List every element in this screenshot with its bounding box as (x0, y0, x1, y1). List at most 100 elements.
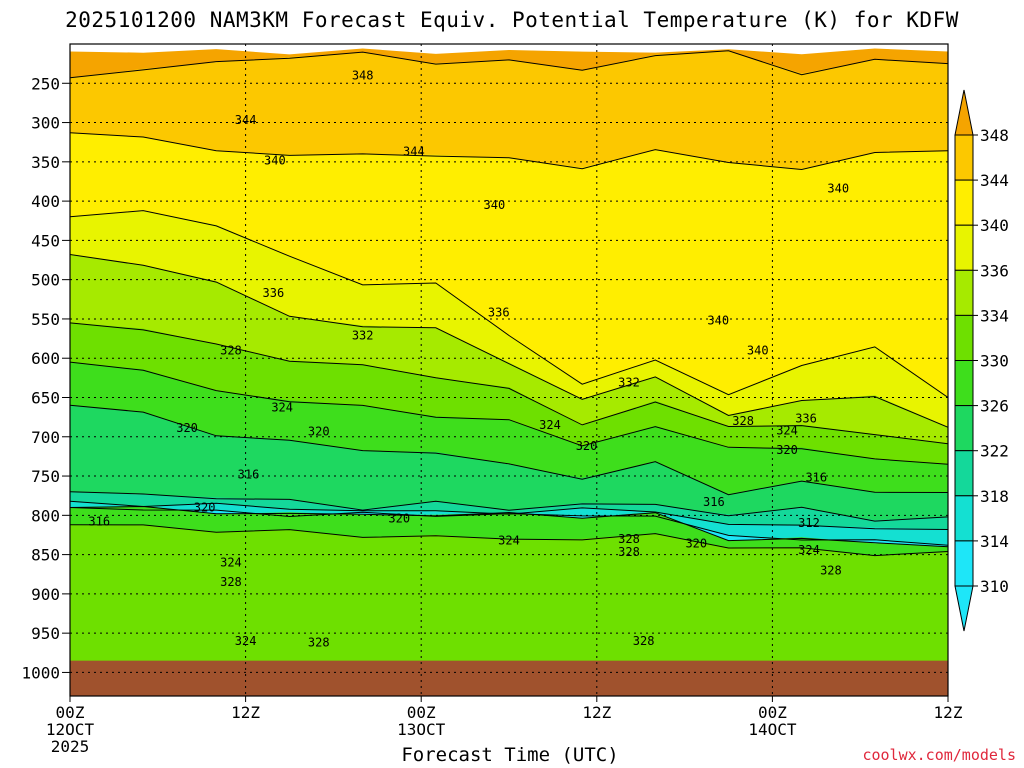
y-tick-label-650: 650 (31, 388, 60, 407)
y-tick-label-700: 700 (31, 428, 60, 447)
contour-label-18: 336 (795, 412, 817, 426)
contour-label-6: 336 (263, 286, 285, 300)
x-tick-label-48-0: 00Z (758, 703, 787, 722)
x-tick-label-0-2: 2025 (51, 737, 90, 756)
contour-label-31: 328 (618, 545, 640, 559)
grid-lines (69, 44, 949, 696)
contour-label-33: 324 (798, 543, 820, 557)
contour-label-11: 328 (220, 343, 242, 357)
contour-label-4: 340 (484, 198, 506, 212)
y-tick-label-900: 900 (31, 585, 60, 604)
colorbar-label-334: 334 (980, 306, 1009, 325)
contour-line-348-0 (70, 50, 948, 79)
contour-label-0: 348 (352, 68, 374, 82)
contour-label-27: 316 (703, 495, 725, 509)
colorbar-swatch-7 (954, 450, 974, 497)
colorbar-swatch-5 (954, 360, 974, 407)
ground-layer (70, 660, 948, 696)
contour-label-14: 320 (176, 421, 198, 435)
contour-label-15: 320 (308, 424, 330, 438)
contour-line-326-11 (70, 524, 948, 557)
colorbar-top-arrow (954, 89, 974, 136)
contour-label-16: 324 (539, 418, 561, 432)
colorbar-swatch-8 (954, 495, 974, 542)
colorbar-swatch-2 (954, 224, 974, 271)
contour-label-32: 320 (685, 537, 707, 551)
contour-label-30: 328 (618, 532, 640, 546)
y-tick-label-350: 350 (31, 153, 60, 172)
contour-lines (70, 50, 948, 557)
contour-label-38: 328 (308, 636, 330, 650)
colorbar-label-330: 330 (980, 352, 1009, 371)
colorbar-swatch-9 (954, 540, 974, 587)
y-tick-label-600: 600 (31, 349, 60, 368)
ground-fill (70, 660, 948, 696)
y-tick-label-750: 750 (31, 467, 60, 486)
y-tick-label-850: 850 (31, 546, 60, 565)
colorbar-label-314: 314 (980, 532, 1009, 551)
y-tick-label-800: 800 (31, 506, 60, 525)
y-tick-label-1000: 1000 (21, 663, 60, 682)
colorbar-bottom-arrow (954, 585, 974, 632)
x-tick-label-0-1: 12OCT (46, 720, 95, 739)
theta-e-bands (70, 48, 948, 696)
contour-label-8: 340 (707, 314, 729, 328)
contour-line-336-3 (70, 254, 948, 428)
y-tick-label-950: 950 (31, 624, 60, 643)
colorbar-swatch-1 (954, 179, 974, 226)
y-tick-label-550: 550 (31, 310, 60, 329)
x-tick-label-24-1: 13OCT (397, 720, 446, 739)
contour-label-1: 344 (235, 113, 257, 127)
colorbar-swatch-0 (954, 134, 974, 181)
colorbar-label-310: 310 (980, 577, 1009, 596)
contour-label-2: 344 (403, 145, 425, 159)
contour-label-39: 328 (633, 634, 655, 648)
contour-label-25: 320 (194, 500, 216, 514)
contour-label-29: 324 (498, 533, 520, 547)
site-credit[interactable]: coolwx.com/models (862, 746, 1016, 764)
contour-label-35: 324 (220, 555, 242, 569)
contour-line-314-9 (70, 507, 948, 546)
x-axis-title: Forecast Time (UTC) (401, 744, 619, 766)
contour-label-3: 340 (264, 153, 286, 167)
y-tick-label-450: 450 (31, 231, 60, 250)
contour-label-22: 316 (238, 467, 260, 481)
colorbar-label-344: 344 (980, 171, 1009, 190)
contour-label-10: 332 (352, 328, 374, 342)
contour-label-28: 312 (798, 516, 820, 530)
colorbar-swatch-3 (954, 269, 974, 316)
contour-line-310-10 (70, 505, 948, 548)
contour-label-34: 328 (820, 563, 842, 577)
y-tick-label-250: 250 (31, 74, 60, 93)
colorbar-label-326: 326 (980, 397, 1009, 416)
contour-label-21: 320 (576, 439, 598, 453)
contour-labels: 348 344 344 340 340 340 336 336 340 340 332 328 332 3… (88, 68, 849, 649)
contour-label-20: 320 (776, 443, 798, 457)
contour-label-5: 340 (827, 182, 849, 196)
colorbar-label-348: 348 (980, 126, 1009, 145)
contour-line-322-7 (70, 491, 948, 522)
x-tick-label-60-0: 12Z (934, 703, 963, 722)
contour-label-17: 328 (732, 414, 754, 428)
contour-label-24: 316 (88, 515, 110, 529)
contour-label-13: 324 (271, 401, 293, 415)
contour-line-334-4 (70, 322, 948, 445)
contour-label-26: 320 (388, 511, 410, 525)
x-tick-label-36-0: 12Z (582, 703, 611, 722)
contour-label-36: 328 (220, 575, 242, 589)
chart-title: 2025101200 NAM3KM Forecast Equiv. Potent… (65, 8, 959, 32)
colorbar-label-336: 336 (980, 261, 1009, 280)
contour-label-23: 316 (805, 471, 827, 485)
colorbar-swatch-6 (954, 405, 974, 452)
plot-frame (69, 43, 949, 697)
contour-line-344-1 (70, 132, 948, 171)
contour-line-330-5 (70, 361, 948, 465)
colorbar-label-340: 340 (980, 216, 1009, 235)
contour-label-12: 332 (618, 376, 640, 390)
contour-label-19: 324 (776, 423, 798, 437)
colorbar-swatch-4 (954, 314, 974, 361)
x-tick-label-48-1: 14OCT (748, 720, 797, 739)
contour-label-7: 336 (488, 306, 510, 320)
